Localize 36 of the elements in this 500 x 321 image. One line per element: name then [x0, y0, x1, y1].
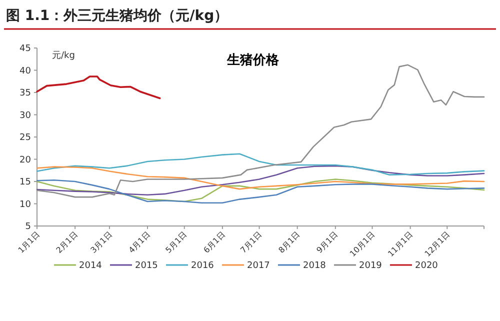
y-axis-title: 元/kg: [52, 50, 75, 61]
x-tick-label: 8月1日: [276, 230, 302, 255]
line-series: [36, 165, 485, 196]
line-series: [36, 153, 485, 176]
legend-label: 2018: [303, 261, 326, 271]
legend-label: 2014: [79, 261, 102, 271]
y-tick-label: 30: [20, 110, 32, 121]
y-tick-label: 5: [25, 222, 31, 232]
legend-label: 2016: [191, 261, 214, 271]
x-tick-label: 1月1日: [16, 230, 42, 255]
legend-label: 2019: [359, 261, 382, 271]
x-tick-label: 4月1日: [127, 230, 152, 255]
x-tick-label: 7月1日: [238, 230, 264, 255]
y-tick-label: 15: [20, 178, 31, 188]
chart-subtitle: 生猪价格: [226, 53, 280, 68]
x-tick-label: 3月1日: [88, 230, 114, 255]
x-tick-label: 10月1日: [348, 230, 377, 259]
y-tick-label: 20: [20, 155, 32, 166]
line-series: [36, 76, 161, 100]
chart-title: 图 1.1：外三元生猪均价（元/kg）: [6, 8, 228, 24]
y-tick-label: 10: [20, 200, 32, 210]
line-series: [36, 64, 485, 198]
y-tick-label: 35: [20, 88, 31, 98]
line-series: [36, 166, 485, 190]
x-tick-label: 2月1日: [54, 230, 80, 255]
y-tick-label: 25: [20, 133, 31, 143]
legend-label: 2015: [135, 261, 158, 271]
x-tick-label: 9月1日: [314, 230, 340, 255]
y-tick-label: 40: [20, 66, 32, 76]
y-tick-label: 45: [20, 44, 31, 54]
x-tick-label: 6月1日: [202, 230, 227, 255]
legend-label: 2017: [247, 261, 270, 271]
legend-label: 2020: [415, 261, 438, 271]
x-tick-label: 11月1日: [386, 230, 415, 259]
x-tick-label: 5月1日: [164, 230, 189, 255]
x-tick-label: 12月1日: [423, 230, 452, 259]
